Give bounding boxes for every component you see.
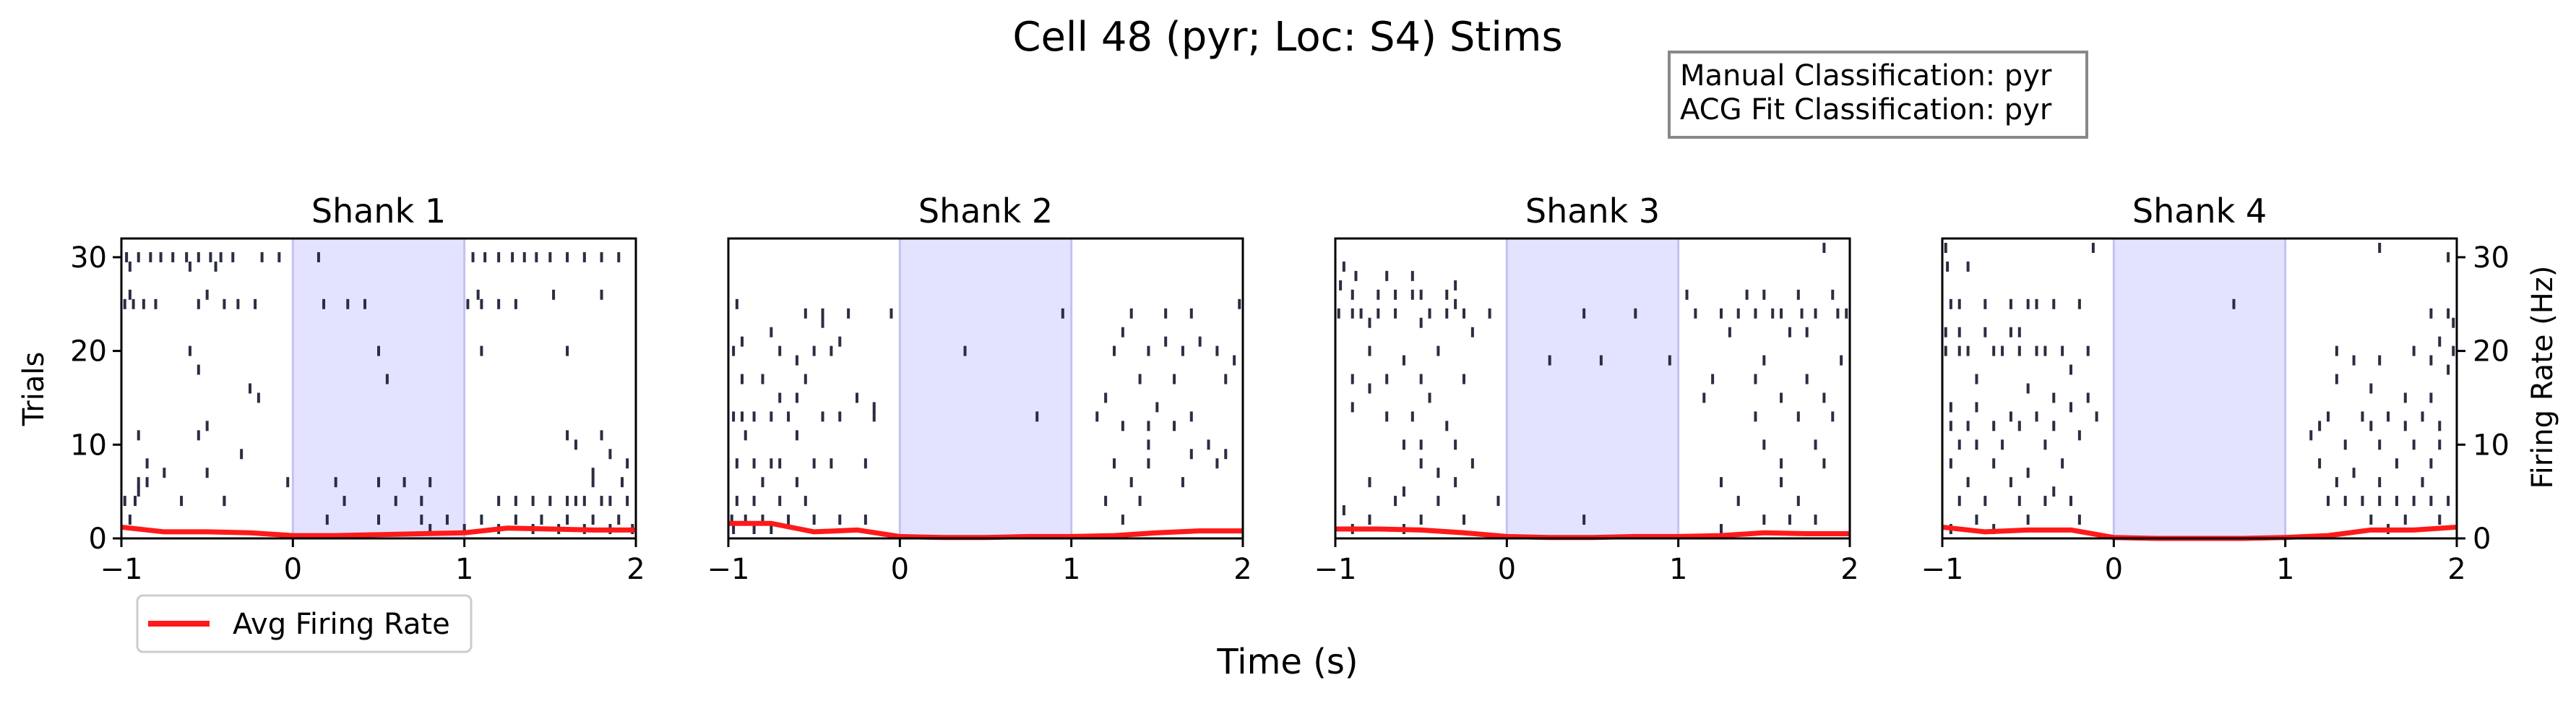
x-tick-label: 1 xyxy=(1669,553,1687,586)
panel-shank-2: Shank 2 −1 0 1 2 xyxy=(707,192,1252,586)
y-tick-label-right: 0 xyxy=(2473,522,2491,556)
x-tick-label: −1 xyxy=(100,553,143,586)
panel-title: Shank 2 xyxy=(918,192,1053,231)
figure-title: Cell 48 (pyr; Loc: S4) Stims xyxy=(1012,14,1562,61)
x-tick-label: 1 xyxy=(2276,553,2294,586)
panel-title: Shank 3 xyxy=(1525,192,1660,231)
axes-frame xyxy=(1334,237,1851,540)
x-axis-label: Time (s) xyxy=(1216,642,1358,682)
legend-label: Avg Firing Rate xyxy=(233,608,450,641)
x-tick-label: 0 xyxy=(284,553,302,586)
panel-title: Shank 4 xyxy=(2132,192,2267,231)
x-tick-label: 2 xyxy=(1233,553,1252,586)
y-axis-label-left: Trials xyxy=(17,352,51,427)
stim-window-shade xyxy=(1505,237,1680,540)
info-box-line-1: Manual Classification: pyr xyxy=(1680,59,2052,93)
y-tick-label: 0 xyxy=(89,522,107,556)
y-tick-label: 20 xyxy=(70,335,107,369)
y-tick-label-right: 30 xyxy=(2473,241,2510,275)
info-box-frame xyxy=(1668,51,2088,139)
x-tick-label: −1 xyxy=(707,553,750,586)
panel-title: Shank 1 xyxy=(311,192,446,231)
axes-frame xyxy=(1941,237,2458,540)
axes-frame xyxy=(120,237,637,540)
x-tick-label: −1 xyxy=(1921,553,1964,586)
stim-window-shade xyxy=(898,237,1073,540)
stim-window-shade xyxy=(2112,237,2287,540)
y-tick-label: 30 xyxy=(70,241,107,275)
y-tick-label: 10 xyxy=(70,429,107,462)
rate-line xyxy=(121,524,636,538)
x-tick-label: 0 xyxy=(1498,553,1516,586)
legend: Avg Firing Rate xyxy=(136,594,473,653)
x-tick-label: 2 xyxy=(626,553,645,586)
axes-frame xyxy=(727,237,1244,540)
x-tick-label: 2 xyxy=(2447,553,2465,586)
panel-shank-3: Shank 3 −1 0 1 2 xyxy=(1314,192,1859,586)
y-tick-label-right: 20 xyxy=(2473,335,2510,369)
legend-frame xyxy=(136,594,473,653)
y-tick-label-right: 10 xyxy=(2473,429,2510,462)
info-box-line-2: ACG Fit Classification: pyr xyxy=(1680,93,2052,126)
x-tick-label: 1 xyxy=(455,553,473,586)
stim-window-shade xyxy=(291,237,466,540)
x-tick-label: 2 xyxy=(1840,553,1858,586)
x-tick-label: 1 xyxy=(1062,553,1080,586)
x-tick-label: 0 xyxy=(2105,553,2123,586)
y-axis-label-right: Firing Rate (Hz) xyxy=(2526,266,2559,489)
x-tick-label: −1 xyxy=(1314,553,1357,586)
info-box: Manual Classification: pyr ACG Fit Class… xyxy=(1668,51,2088,139)
x-tick-label: 0 xyxy=(891,553,909,586)
